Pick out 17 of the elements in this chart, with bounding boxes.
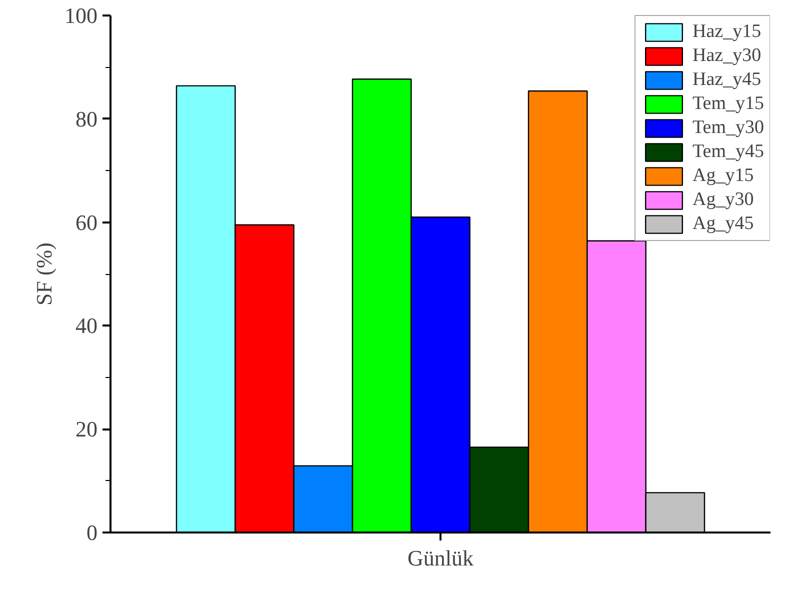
x-axis-title: Günlük (408, 546, 474, 570)
legend-label: Haz_y15 (692, 21, 762, 43)
y-tick-label: 60 (76, 210, 98, 235)
legend-label: Ag_y30 (692, 189, 754, 211)
y-tick-label: 20 (76, 416, 98, 442)
legend-label: Tem_y45 (692, 141, 764, 163)
y-tick-label: 0 (86, 520, 98, 545)
y-tick-label: 100 (64, 3, 98, 28)
legend-label: Ag_y15 (692, 165, 754, 187)
legend-label: Ag_y45 (692, 213, 754, 235)
legend-label: Haz_y45 (692, 69, 762, 91)
y-tick-label: 40 (76, 313, 98, 338)
y-axis-title: SF (%) (32, 242, 56, 306)
legend-label: Haz_y30 (692, 45, 762, 67)
legend-label: Tem_y30 (692, 117, 764, 139)
y-tick-label: 80 (76, 106, 98, 132)
legend-label: Tem_y15 (692, 93, 764, 115)
